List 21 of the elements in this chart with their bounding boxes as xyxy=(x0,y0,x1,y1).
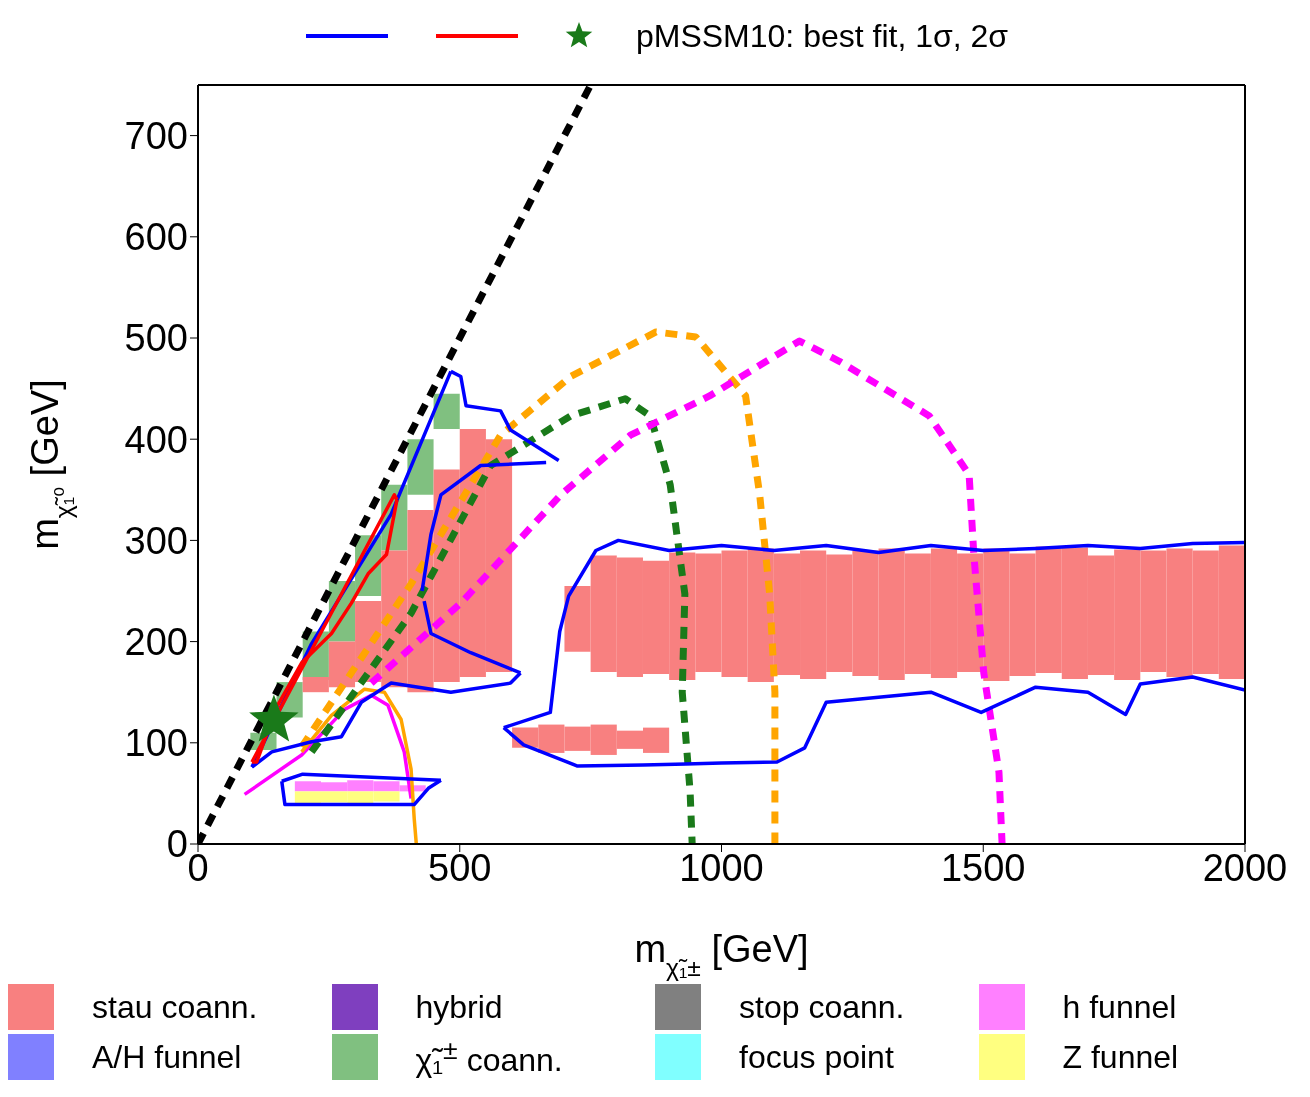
legend-label: stop coann. xyxy=(739,988,905,1026)
legend-label: hybrid xyxy=(415,988,503,1026)
x-tick-label: 2000 xyxy=(1202,846,1288,889)
y-tick-label: 300 xyxy=(124,519,188,562)
y-tick-label: 500 xyxy=(124,317,188,360)
y-tick-label: 100 xyxy=(124,722,188,765)
x-tick-label: 1500 xyxy=(940,846,1026,889)
legend-label: focus point xyxy=(739,1038,894,1076)
legend-label: stau coann. xyxy=(92,988,258,1026)
x-tick-label: 500 xyxy=(428,846,492,889)
legend-label: A/H funnel xyxy=(92,1038,242,1076)
legend-label: h funnel xyxy=(1062,988,1177,1026)
y-tick-label: 200 xyxy=(124,621,188,664)
legend-label: Z funnel xyxy=(1062,1038,1179,1076)
x-axis-title: m$_{χ̃₁±}$ [GeV] xyxy=(634,928,809,981)
y-tick-label: 700 xyxy=(124,115,188,158)
x-tick-label: 1000 xyxy=(679,846,764,889)
y-tick-label: 600 xyxy=(124,216,188,259)
legend-label: χ̃₁$^{±}$ coann. xyxy=(415,1035,563,1079)
legend-title: pMSSM10: best fit, 1σ, 2σ xyxy=(635,17,1009,55)
y-tick-label: 400 xyxy=(124,418,188,461)
